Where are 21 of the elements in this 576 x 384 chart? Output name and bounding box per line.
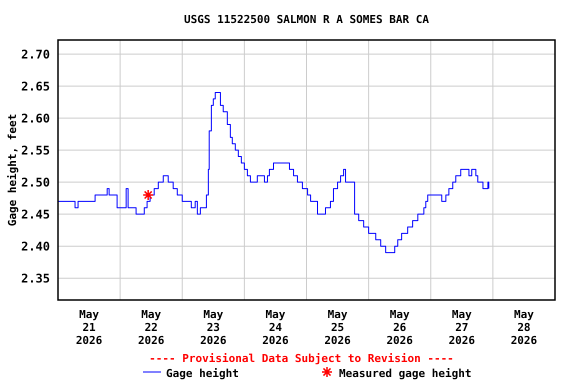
y-tick-label: 2.70	[21, 47, 50, 62]
x-tick-label: May 28 2026	[510, 308, 538, 347]
y-tick-label: 2.35	[21, 271, 50, 286]
x-tick-label: May 23 2026	[200, 308, 227, 347]
y-tick-label: 2.65	[21, 79, 50, 94]
x-tick-label: May 24 2026	[262, 308, 290, 347]
y-tick-label: 2.40	[21, 239, 50, 254]
text: ---- Provisional Data Subject to Revision ----	[149, 352, 454, 365]
y-tick-label: 2.60	[21, 111, 50, 126]
y-tick-label: 2.50	[21, 175, 50, 190]
legend-label: Measured gage height	[339, 366, 472, 380]
x-tick-label: May 21 2026	[76, 308, 103, 347]
x-tick-label: May 26 2026	[386, 308, 414, 347]
legend-label: Gage height	[166, 366, 239, 380]
x-tick-label: May 25 2026	[324, 308, 352, 347]
x-tick-label: May 22 2026	[138, 308, 165, 347]
y-tick-label: 2.55	[21, 143, 50, 158]
y-tick-label: 2.45	[21, 207, 50, 222]
x-tick-label: May 27 2026	[448, 308, 476, 347]
y-axis-title: Gage height, feet	[6, 114, 19, 226]
chart-title: USGS 11522500 SALMON R A SOMES BAR CA	[184, 13, 430, 26]
